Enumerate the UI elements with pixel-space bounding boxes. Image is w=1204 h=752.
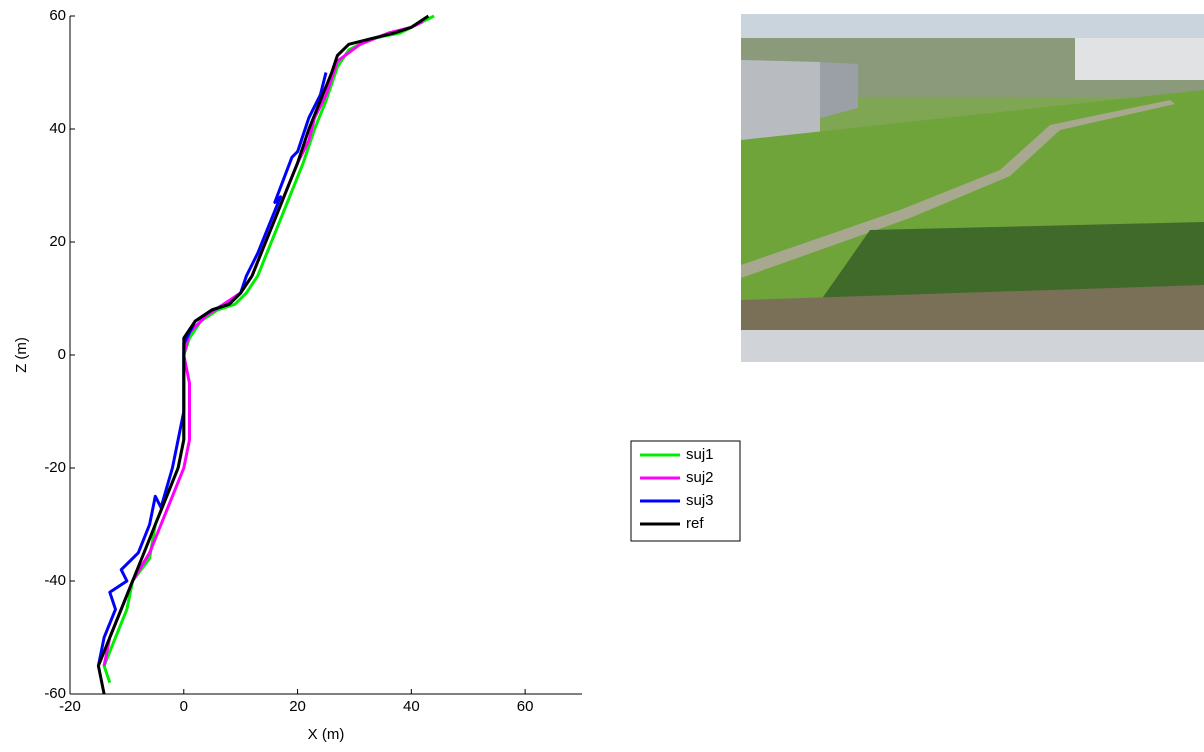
series-line <box>96 14 430 695</box>
legend-label: suj2 <box>686 469 714 486</box>
y-tick-label: 0 <box>58 346 66 363</box>
photo <box>741 14 1204 362</box>
series-line <box>102 20 424 667</box>
y-tick-label: 40 <box>49 120 66 137</box>
legend-label: ref <box>686 515 704 532</box>
x-tick-label: 0 <box>180 698 188 715</box>
y-tick-label: 20 <box>49 233 66 250</box>
y-tick-label: -20 <box>44 459 66 476</box>
x-tick-label: 20 <box>289 698 306 715</box>
x-tick-label: -20 <box>59 698 81 715</box>
x-axis-label: X (m) <box>308 726 345 743</box>
y-axis-label: Z (m) <box>13 337 30 373</box>
series-line <box>102 14 435 684</box>
y-tick-label: 60 <box>49 7 66 24</box>
series-line <box>96 72 328 667</box>
legend-label: suj3 <box>686 492 714 509</box>
legend-label: suj1 <box>686 446 714 463</box>
y-tick-label: -60 <box>44 685 66 702</box>
y-tick-label: -40 <box>44 572 66 589</box>
x-tick-label: 60 <box>517 698 534 715</box>
x-tick-label: 40 <box>403 698 420 715</box>
